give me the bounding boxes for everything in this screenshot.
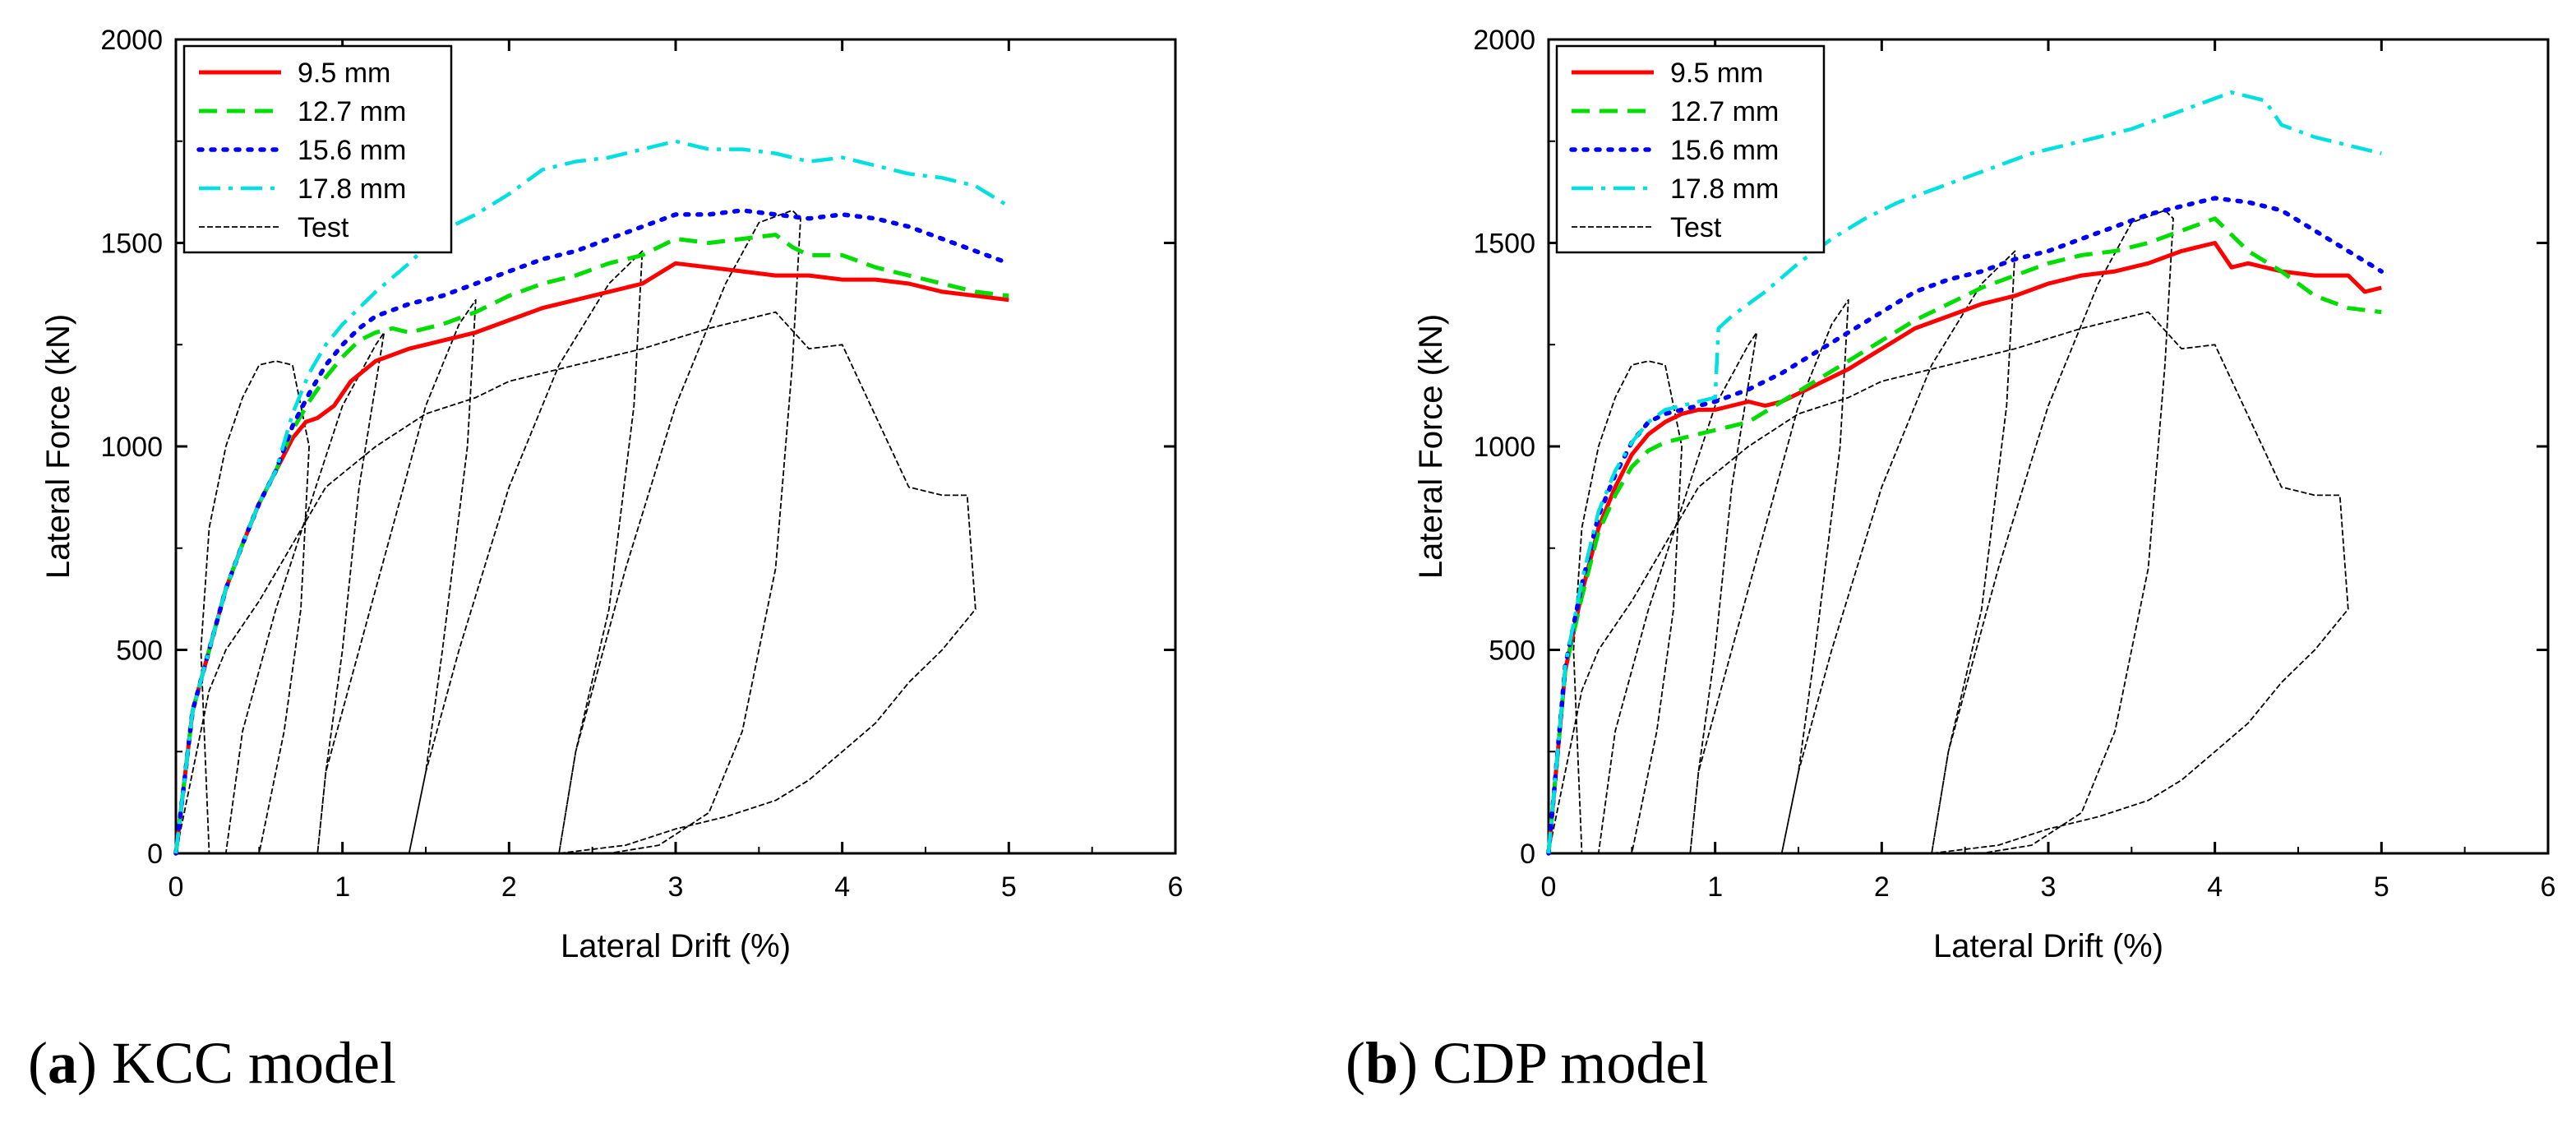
y-axis-label: Lateral Force (kN) (1413, 314, 1449, 579)
series-line-9-5-mm (173, 261, 1009, 854)
series-line-17-8-mm (173, 139, 1010, 854)
x-axis-label: Lateral Drift (%) (561, 928, 791, 964)
legend-label: Test (1670, 212, 1722, 243)
y-tick-label: 2000 (1473, 25, 1535, 56)
x-tick-label: 0 (169, 871, 184, 903)
y-tick-label: 1000 (100, 432, 163, 463)
y-tick-label: 1500 (1473, 229, 1535, 260)
panel-a: 0 1 2 3 4 5 6 0 500 1000 1500 2000 Lateral Drift (%)… (28, 25, 1184, 1096)
legend-label: 12.7 mm (1670, 96, 1779, 127)
caption-a: (a) KCC model (28, 1030, 396, 1096)
y-tick-label: 0 (147, 839, 163, 870)
legend-label: 12.7 mm (298, 96, 406, 127)
chart-a: 0 1 2 3 4 5 6 0 500 1000 1500 2000 Lateral Drift (%)… (40, 25, 1184, 964)
x-tick-label: 3 (2041, 871, 2057, 903)
legend-label: 9.5 mm (298, 58, 390, 89)
series-line-test (175, 209, 976, 854)
x-tick-label: 5 (2374, 871, 2389, 903)
series-line-12-7-mm (1546, 216, 2382, 854)
panel-b: 0 1 2 3 4 5 6 0 500 1000 1500 2000 Lateral Drift (%)… (1288, 0, 2576, 1123)
x-tick-label: 5 (1001, 871, 1017, 903)
y-tick-label: 0 (1520, 839, 1535, 870)
caption-b-letter: b (1364, 1030, 1399, 1096)
y-tick-label: 2000 (100, 25, 163, 56)
series-line-test (1548, 209, 2349, 854)
legend-label: 15.6 mm (1670, 135, 1779, 166)
x-tick-label: 2 (1874, 871, 1890, 903)
x-tick-label: 0 (1541, 871, 1557, 903)
x-tick-label: 2 (501, 871, 517, 903)
x-tick-label: 1 (335, 871, 350, 903)
series-line-12-7-mm (173, 233, 1009, 854)
series-line-9-5-mm (1546, 241, 2382, 854)
legend-label: 17.8 mm (1670, 173, 1779, 205)
caption-a-text: KCC model (111, 1030, 396, 1096)
series-line-15-6-mm (1546, 196, 2384, 856)
x-tick-label: 4 (834, 871, 850, 903)
caption-a-letter: a (47, 1030, 77, 1096)
caption-b-text: CDP model (1433, 1030, 1709, 1096)
x-tick-label: 4 (2207, 871, 2223, 903)
x-tick-label: 6 (2541, 871, 2556, 903)
y-tick-label: 1500 (100, 229, 163, 260)
y-tick-label: 500 (1489, 635, 1535, 667)
y-tick-label: 1000 (1473, 432, 1535, 463)
legend-label: Test (298, 212, 349, 243)
x-tick-label: 3 (668, 871, 684, 903)
x-axis-label: Lateral Drift (%) (1933, 928, 2163, 964)
legend-label: 17.8 mm (298, 173, 406, 205)
chart-b: 0 1 2 3 4 5 6 0 500 1000 1500 2000 Lateral Drift (%)… (1413, 25, 2556, 964)
y-tick-label: 500 (116, 635, 163, 667)
x-tick-label: 6 (1168, 871, 1184, 903)
legend-label: 9.5 mm (1670, 58, 1763, 89)
series-line-17-8-mm (1546, 90, 2382, 854)
legend-label: 15.6 mm (298, 135, 406, 166)
x-tick-label: 1 (1707, 871, 1723, 903)
y-axis-label: Lateral Force (kN) (40, 314, 76, 579)
caption-b: (b) CDP model (1346, 1030, 1709, 1096)
